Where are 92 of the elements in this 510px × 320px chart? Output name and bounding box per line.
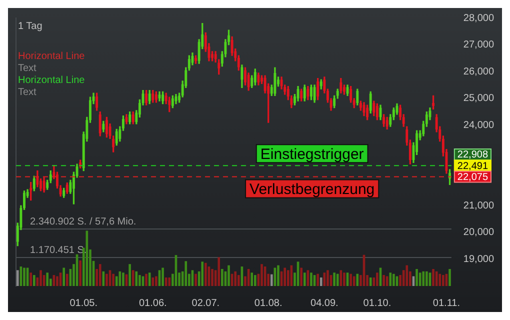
bar (416, 268, 418, 286)
y-tick-label: 28,000 (463, 12, 494, 24)
bar (145, 274, 148, 286)
bar (234, 271, 237, 286)
bar (300, 268, 302, 286)
bar (250, 272, 254, 286)
bar (352, 276, 356, 286)
bar (62, 268, 65, 286)
bar (260, 264, 263, 286)
bar (376, 272, 378, 286)
bar (112, 274, 114, 286)
bar (132, 270, 134, 286)
candlestick (432, 95, 435, 110)
x-tick-label: 01.10. (363, 298, 392, 309)
y-tick-label: 25,000 (463, 93, 494, 104)
bar (40, 270, 42, 286)
bar (406, 265, 408, 286)
bar (438, 274, 442, 286)
bar (228, 265, 230, 286)
bar (221, 268, 224, 286)
bar (204, 262, 207, 286)
bar (184, 261, 188, 286)
bar (333, 272, 336, 286)
bar (320, 277, 322, 286)
bar (350, 274, 352, 286)
bar (106, 274, 108, 286)
annotation: Horizontal Line (18, 74, 86, 86)
bar (238, 275, 240, 286)
ref-line-label: 2.340.902 S. / 57,6 Mio. (30, 216, 136, 228)
annotation: Text (18, 86, 37, 98)
bar (155, 276, 158, 286)
bar (343, 272, 346, 286)
bar (56, 276, 58, 286)
x-tick-label: 01.06. (138, 298, 167, 309)
bar (284, 268, 286, 286)
bar (152, 277, 154, 286)
bar (336, 274, 339, 286)
bar (66, 274, 68, 286)
bar (168, 277, 171, 286)
annotation: 22,908 (457, 150, 488, 161)
ref-line-label: Einstiegstrigger (260, 146, 364, 163)
bar (32, 275, 36, 286)
y-tick-label: 21,000 (463, 200, 494, 212)
bar (270, 274, 273, 286)
annotation: Text (18, 62, 37, 74)
bar (16, 270, 19, 286)
x-tick-label: 01.08. (254, 298, 282, 309)
ref-line-label: Verlustbegrenzung (250, 180, 375, 198)
bar (369, 277, 372, 286)
bar (326, 270, 329, 286)
y-tick-label: 20,000 (463, 227, 494, 238)
bar (310, 272, 312, 286)
bar (442, 275, 444, 286)
y-tick-label: 27,000 (463, 40, 494, 51)
y-tick-label: 19,000 (463, 254, 494, 265)
bar (122, 272, 124, 286)
annotation: Horizontal Line (18, 50, 86, 62)
bar (392, 274, 395, 286)
bar (211, 268, 214, 286)
bar (426, 271, 428, 286)
bar (356, 274, 359, 286)
bar (316, 274, 319, 286)
bar (98, 264, 102, 286)
annotation: 22,491 (457, 160, 488, 172)
bar (79, 260, 82, 286)
bar (432, 268, 434, 286)
bar (46, 272, 48, 286)
y-tick-label: 26,000 (463, 66, 494, 78)
x-tick-label: 01.11. (432, 298, 460, 309)
bar (277, 265, 280, 286)
x-tick-label: 02.07. (192, 298, 220, 309)
bar (201, 262, 204, 286)
annotation: 22,075 (457, 172, 488, 184)
y-tick-label: 24,000 (463, 120, 494, 131)
bar (303, 272, 306, 286)
bar (254, 275, 256, 286)
bar (23, 268, 26, 286)
chart-subtitle: 1 Tag (18, 20, 42, 32)
bar (138, 275, 141, 286)
x-tick-label: 01.05. (70, 298, 98, 309)
bar (162, 268, 164, 286)
candlestick (194, 55, 198, 64)
bar (30, 272, 32, 286)
bar (128, 264, 131, 286)
bar (135, 271, 138, 286)
bar (389, 272, 392, 286)
bar (218, 257, 220, 286)
bar (448, 268, 451, 286)
bar (194, 274, 197, 286)
x-tick-label: 04.09. (310, 298, 338, 309)
bar (422, 271, 425, 286)
bar (382, 275, 385, 286)
